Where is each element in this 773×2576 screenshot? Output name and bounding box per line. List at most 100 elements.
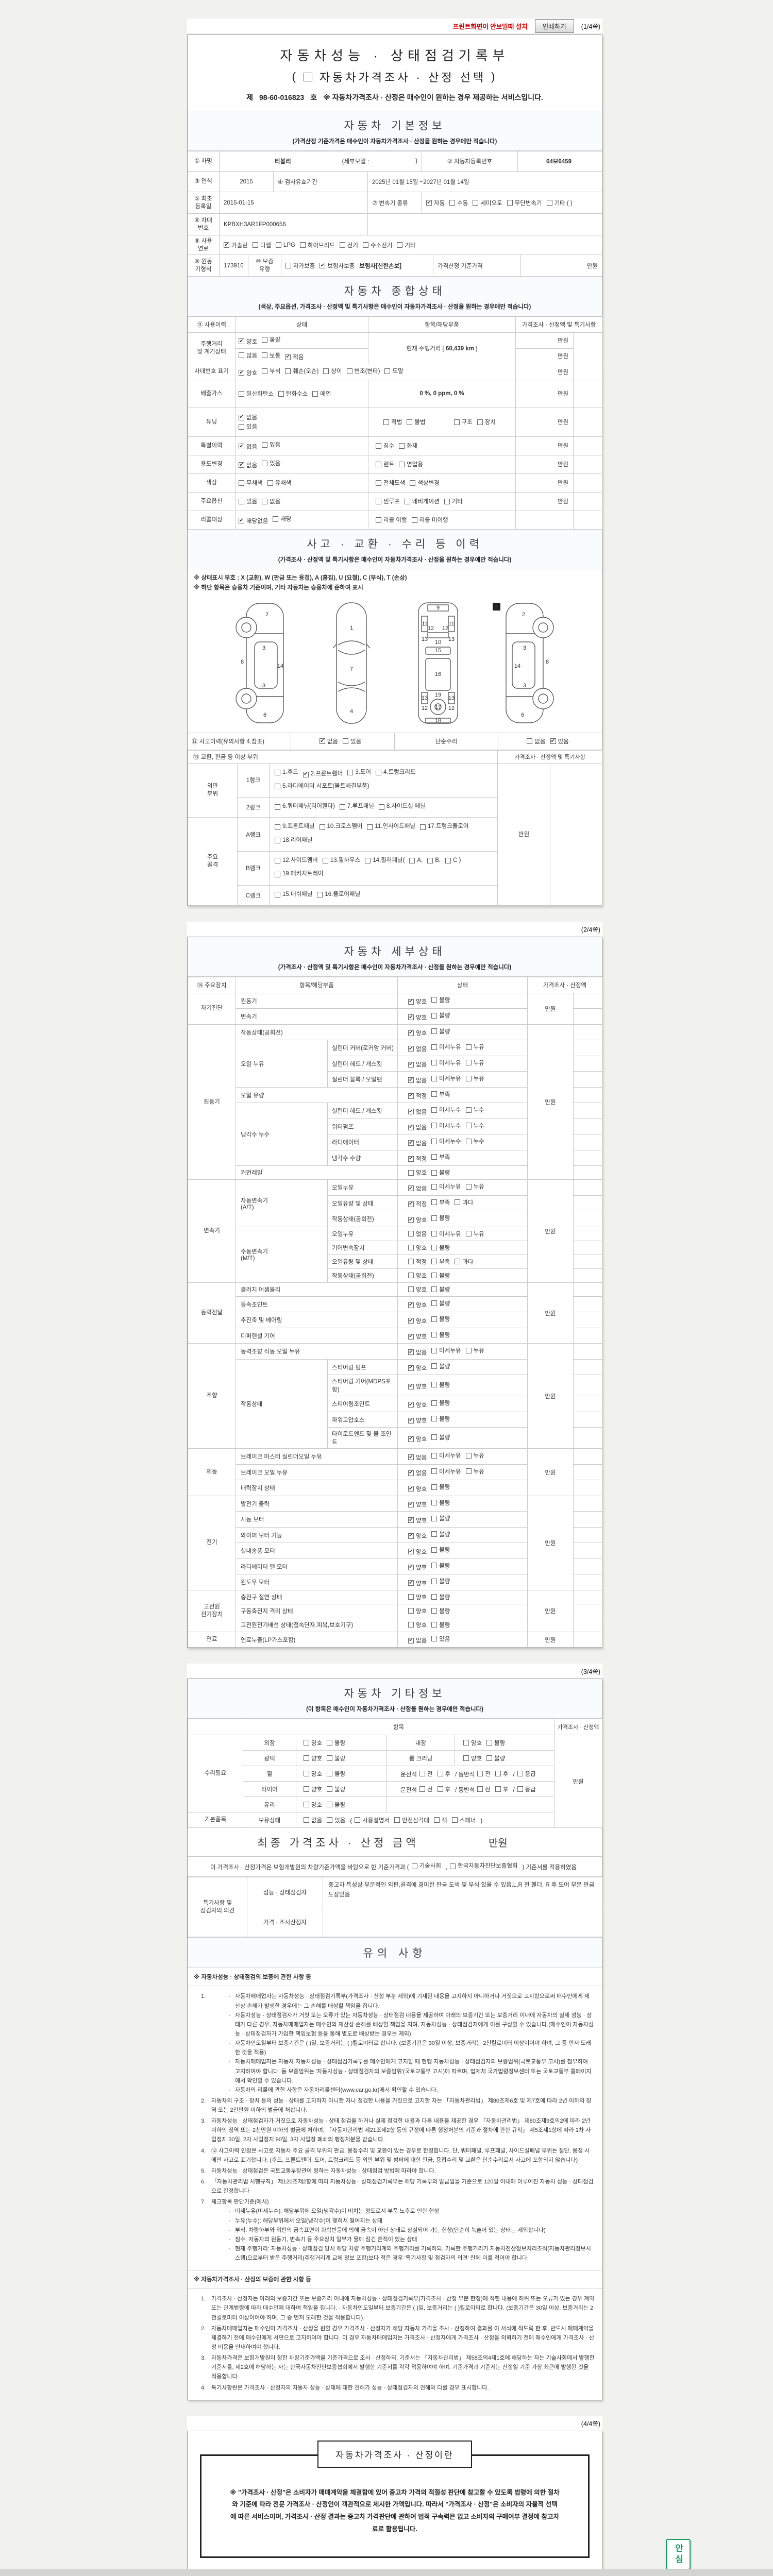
checkbox-수동[interactable]: 수동 [449,199,468,207]
checkbox-없음[interactable]: 없음 [304,1816,322,1824]
checkbox-8.사이드실 패널[interactable]: 8.사이드실 패널 [378,801,426,812]
checkbox-없음[interactable]: ✔ 없음 [319,738,338,745]
checkbox-C )[interactable]: C ) [445,855,461,867]
checkbox-많음[interactable]: 많음 [239,351,257,360]
checkbox-전[interactable]: 전 [477,1785,491,1793]
checkbox-불량[interactable]: 불량 [431,1381,450,1389]
checkbox-색상변경[interactable]: 색상변경 [410,479,440,487]
checkbox-불량[interactable]: 불량 [327,1754,345,1762]
checkbox-18.리어패널[interactable]: 18.리어패널 [275,835,312,846]
checkbox-양호[interactable]: ✔ 양호 [408,1365,427,1372]
checkbox-불량[interactable]: 불량 [431,1315,450,1323]
checkbox-자동[interactable]: ✔ 자동 [426,199,445,207]
checkbox-A,[interactable]: A, [409,855,423,867]
checkbox-양호[interactable]: ✔ 양호 [408,1417,427,1425]
checkbox-양호[interactable]: 양호 [304,1785,322,1793]
checkbox-보험사보증[interactable]: ✔ 보험사보증 [320,262,355,269]
checkbox-전체도색[interactable]: 전체도색 [376,479,405,487]
checkbox-양호[interactable]: 양호 [463,1739,482,1747]
checkbox-사용설명서[interactable]: 사용설명서 [355,1816,390,1824]
checkbox-없음[interactable]: ✔ 없음 [408,1349,427,1356]
checkbox-불량[interactable]: 불량 [431,1433,450,1442]
checkbox-미세누수[interactable]: 미세누수 [431,1137,461,1145]
checkbox-12.사이드멤버[interactable]: 12.사이드멤버 [275,855,318,867]
checkbox-리콜 미이행[interactable]: 리콜 미이행 [411,516,448,524]
checkbox-불량[interactable]: 불량 [431,1331,450,1339]
checkbox-불량[interactable]: 불량 [431,1607,450,1615]
checkbox-불량[interactable]: 불량 [431,1244,450,1252]
checkbox-있음[interactable]: 있음 [343,737,361,745]
checkbox-미세누유[interactable]: 미세누유 [431,1230,461,1238]
checkbox-양호[interactable]: ✔ 양호 [408,1548,427,1555]
checkbox-불량[interactable]: 불량 [431,1593,450,1601]
checkbox-LPG[interactable]: LPG [275,242,295,248]
checkbox-리콜 이행[interactable]: 리콜 이행 [376,516,407,524]
checkbox-양호[interactable]: ✔ 양호 [408,1302,427,1309]
checkbox-10.크로스멤버[interactable]: 10.크로스멤버 [319,821,362,833]
checkbox-있음[interactable]: 있음 [262,440,280,449]
checkbox-양호[interactable]: ✔ 양호 [408,1580,427,1587]
checkbox-적정[interactable]: 적정 [408,1258,427,1266]
checkbox-불량[interactable]: 불량 [431,1415,450,1423]
checkbox-불량[interactable]: 불량 [431,1483,450,1491]
checkbox-기타[interactable]: 기타 [397,241,416,249]
checkbox-네비게이션[interactable]: 네비게이션 [404,497,440,505]
checkbox-2.프론트휀더[interactable]: ✔ 2.프론트휀더 [303,771,343,777]
checkbox-없음[interactable]: ✔ 없음 [239,414,258,421]
checkbox-없음[interactable]: ✔ 없음 [408,1140,427,1147]
checkbox-양호[interactable]: ✔ 양호 [408,1014,427,1021]
checkbox-없음[interactable]: ✔ 없음 [408,1061,427,1069]
checkbox-불량[interactable]: 불량 [431,1577,450,1585]
checkbox-불량[interactable]: 불량 [431,1399,450,1407]
checkbox-양호[interactable]: ✔ 양호 [408,1436,427,1443]
checkbox-불량[interactable]: 불량 [327,1739,345,1747]
checkbox-적음[interactable]: ✔ 적음 [285,354,304,361]
checkbox-양호[interactable]: ✔ 양호 [408,1517,427,1524]
checkbox-전[interactable]: 전 [419,1770,433,1778]
checkbox-양호[interactable]: ✔ 양호 [408,1564,427,1571]
checkbox-6.쿼터패널(리어휀다)[interactable]: 6.쿼터패널(리어휀다) [275,801,335,812]
checkbox-양호[interactable]: 양호 [304,1801,322,1809]
checkbox-누유[interactable]: 누유 [465,1182,484,1191]
checkbox-있음[interactable]: 있음 [327,1816,345,1824]
price-survey-select-checkbox[interactable] [303,72,312,81]
checkbox-부식[interactable]: 부식 [262,367,280,375]
checkbox-적정[interactable]: ✔ 적정 [408,1201,427,1208]
checkbox-해당[interactable]: 해당 [273,515,292,523]
checkbox-기타[interactable]: 기타 [444,497,463,505]
checkbox-기타 ( )[interactable]: 기타 ( ) [546,199,573,207]
checkbox-잭[interactable]: 잭 [434,1816,447,1824]
checkbox-없음[interactable]: ✔ 없음 [408,1077,427,1084]
checkbox-구조[interactable]: 구조 [453,418,473,426]
checkbox-불법[interactable]: 불법 [407,418,426,426]
checkbox-누유[interactable]: 누유 [465,1346,484,1354]
checkbox-15.대쉬패널[interactable]: 15.대쉬패널 [275,889,312,901]
checkbox-11.인사이드패널[interactable]: 11.인사이드패널 [367,821,415,833]
checkbox-있음[interactable]: 있음 [239,422,257,431]
checkbox-후[interactable]: 후 [437,1785,450,1793]
checkbox-침수[interactable]: 침수 [376,442,394,450]
checkbox-양호[interactable]: 양호 [408,1285,427,1294]
checkbox-전기[interactable]: 전기 [339,241,358,249]
checkbox-양호[interactable]: 양호 [408,1244,427,1252]
checkbox-불량[interactable]: 불량 [431,1530,450,1538]
checkbox-장치[interactable]: 장치 [477,418,496,426]
checkbox-무채색[interactable]: 무채색 [239,479,263,487]
checkbox-17.트렁크플로어[interactable]: 17.트렁크플로어 [420,821,468,833]
checkbox-도말[interactable]: 도말 [384,367,404,375]
checkbox-변조(변타)[interactable]: 변조(변타) [346,367,380,375]
checkbox-불량[interactable]: 불량 [431,1562,450,1570]
checkbox-과다[interactable]: 과다 [455,1198,474,1207]
checkbox-기술사회[interactable]: 기술사회 [411,1861,441,1871]
checkbox-없음[interactable]: ✔ 없음 [408,1470,427,1477]
checkbox-불량[interactable]: 불량 [431,1011,450,1020]
checkbox-불량[interactable]: 불량 [486,1739,505,1747]
checkbox-미세누수[interactable]: 미세누수 [431,1122,461,1130]
checkbox-불량[interactable]: 불량 [431,1299,450,1308]
checkbox-전[interactable]: 전 [477,1770,491,1778]
checkbox-양호[interactable]: 양호 [408,1593,427,1601]
checkbox-불량[interactable]: 불량 [327,1801,345,1809]
checkbox-전[interactable]: 전 [419,1785,433,1793]
checkbox-무단변속기[interactable]: 무단변속기 [507,199,542,207]
checkbox-훼손(오손)[interactable]: 훼손(오손) [285,367,318,375]
